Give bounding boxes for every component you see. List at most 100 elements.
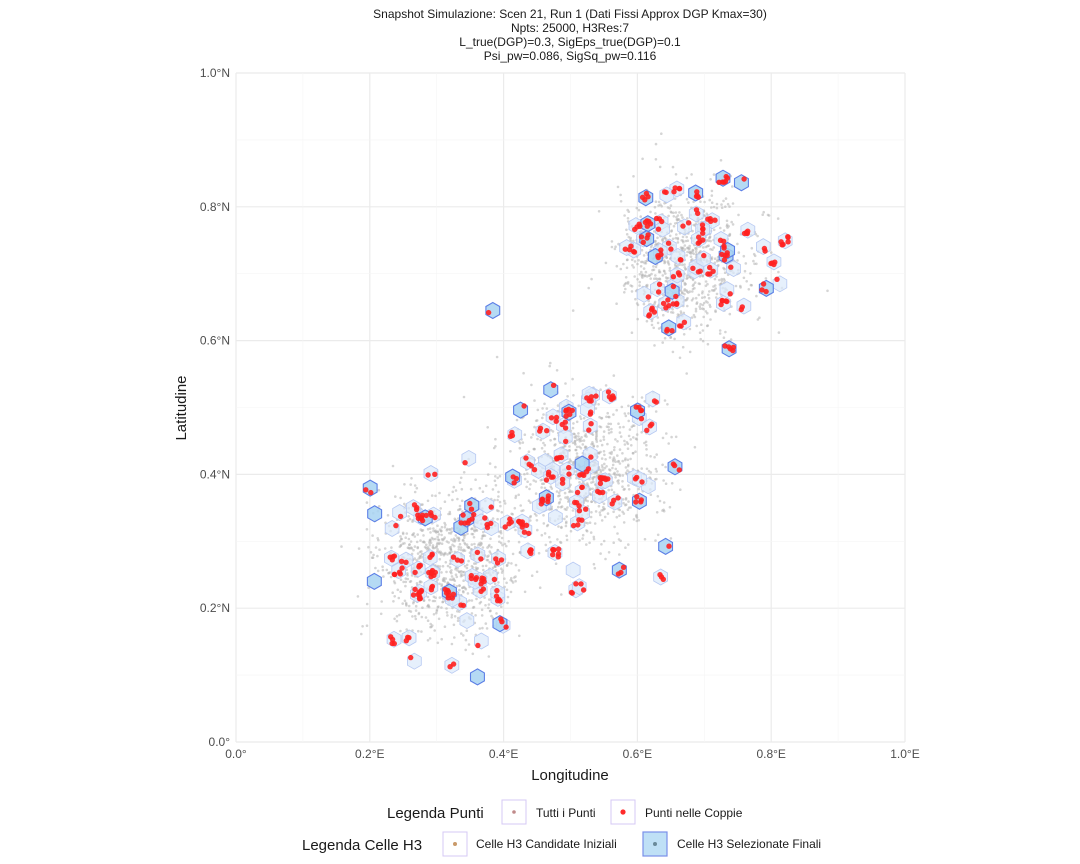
all-point bbox=[643, 441, 646, 445]
all-point bbox=[400, 537, 403, 541]
all-point bbox=[420, 615, 424, 619]
all-point bbox=[554, 562, 558, 565]
all-point bbox=[461, 590, 465, 593]
all-point bbox=[640, 270, 643, 274]
all-point bbox=[365, 528, 369, 531]
all-point bbox=[398, 539, 402, 543]
pair-point bbox=[666, 543, 672, 549]
all-point bbox=[689, 255, 693, 258]
all-point bbox=[699, 307, 702, 311]
all-point bbox=[557, 491, 561, 495]
pair-point bbox=[638, 416, 645, 422]
all-point bbox=[500, 536, 504, 540]
candidate-cell bbox=[670, 247, 686, 265]
pair-point bbox=[563, 407, 569, 413]
all-point bbox=[365, 501, 369, 504]
all-point bbox=[690, 258, 694, 261]
pair-point bbox=[593, 393, 599, 399]
all-point bbox=[597, 403, 600, 406]
all-point bbox=[600, 464, 604, 467]
pair-point bbox=[600, 489, 606, 496]
all-point bbox=[474, 478, 477, 482]
pair-point bbox=[677, 257, 684, 263]
all-point bbox=[481, 564, 485, 568]
all-point bbox=[428, 598, 431, 602]
all-point bbox=[376, 554, 379, 558]
all-point bbox=[569, 459, 573, 463]
all-point bbox=[661, 274, 665, 277]
all-point bbox=[627, 404, 630, 408]
pair-point bbox=[521, 529, 528, 535]
pair-point bbox=[655, 289, 662, 295]
all-point bbox=[454, 573, 458, 576]
all-point bbox=[575, 452, 579, 455]
all-point bbox=[607, 488, 610, 492]
pair-point bbox=[658, 247, 664, 253]
all-point bbox=[603, 462, 606, 466]
pair-point bbox=[391, 640, 397, 647]
all-point bbox=[591, 487, 594, 491]
all-point bbox=[581, 537, 584, 540]
all-point bbox=[461, 538, 465, 542]
all-point bbox=[428, 543, 432, 547]
pair-point bbox=[741, 230, 748, 237]
all-point bbox=[447, 531, 451, 535]
pair-point bbox=[727, 291, 733, 297]
all-point bbox=[555, 490, 559, 493]
all-point bbox=[448, 551, 452, 555]
all-point bbox=[415, 540, 419, 544]
pair-point bbox=[410, 592, 417, 598]
all-point bbox=[614, 460, 617, 464]
all-point bbox=[604, 384, 608, 387]
all-point bbox=[645, 275, 649, 278]
all-point bbox=[691, 248, 695, 252]
pair-point bbox=[462, 460, 468, 466]
all-point bbox=[503, 502, 507, 505]
all-point bbox=[658, 165, 662, 169]
all-point bbox=[704, 310, 708, 313]
all-point bbox=[406, 519, 410, 522]
all-point bbox=[694, 307, 698, 311]
all-point bbox=[626, 469, 629, 472]
all-point bbox=[770, 251, 773, 254]
pair-point bbox=[468, 506, 475, 512]
all-point bbox=[410, 547, 414, 550]
pair-point bbox=[428, 569, 434, 576]
all-point bbox=[708, 290, 711, 293]
all-point bbox=[497, 535, 501, 538]
all-point bbox=[371, 534, 374, 537]
all-point bbox=[572, 394, 575, 397]
all-point bbox=[634, 450, 637, 454]
all-point bbox=[749, 283, 753, 287]
all-point bbox=[707, 239, 710, 243]
all-point bbox=[752, 259, 755, 263]
all-point bbox=[686, 250, 689, 254]
all-point bbox=[672, 215, 676, 218]
all-point bbox=[458, 481, 462, 484]
pair-point bbox=[428, 510, 434, 516]
pair-point bbox=[558, 454, 565, 461]
all-point bbox=[407, 546, 411, 550]
all-point bbox=[653, 344, 656, 347]
all-point bbox=[643, 537, 647, 541]
all-point bbox=[715, 202, 719, 206]
all-point bbox=[453, 636, 456, 639]
all-point bbox=[505, 564, 509, 567]
all-point bbox=[776, 217, 780, 220]
title-line-1: Snapshot Simulazione: Scen 21, Run 1 (Da… bbox=[373, 7, 767, 21]
all-point bbox=[614, 467, 618, 471]
all-point bbox=[599, 552, 602, 555]
all-point bbox=[553, 437, 557, 441]
all-point bbox=[565, 520, 568, 524]
all-point bbox=[600, 543, 603, 546]
pair-point bbox=[583, 506, 589, 512]
all-point bbox=[663, 260, 667, 264]
all-point bbox=[361, 625, 364, 628]
legend-label-selected-cells: Celle H3 Selezionate Finali bbox=[677, 837, 821, 851]
pair-point bbox=[721, 257, 728, 263]
pair-point bbox=[645, 232, 651, 238]
all-point bbox=[525, 485, 528, 489]
all-point bbox=[501, 569, 504, 572]
pair-point bbox=[690, 265, 696, 271]
pair-point bbox=[576, 517, 582, 523]
